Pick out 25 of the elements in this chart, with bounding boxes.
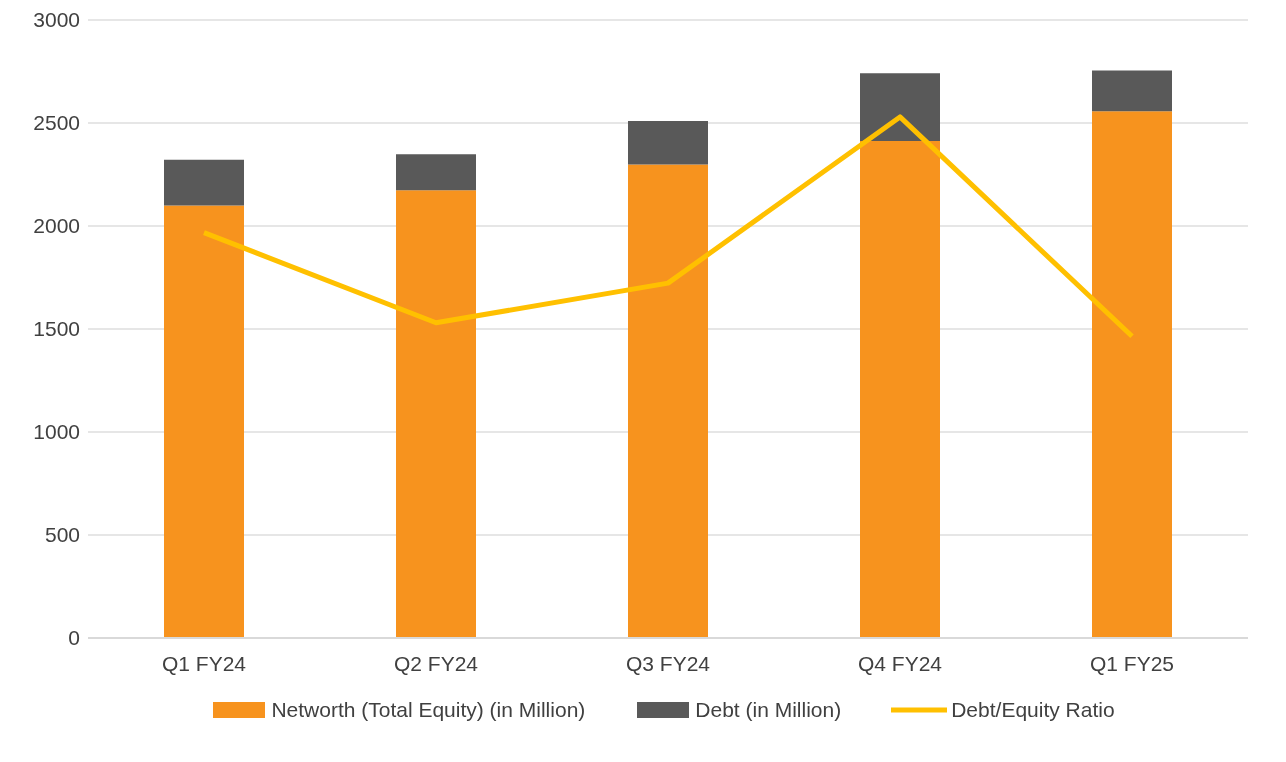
bar (860, 140, 940, 638)
x-tick-label: Q3 FY24 (625, 651, 711, 675)
y-tick-label: 2000 (33, 214, 80, 238)
bar (628, 164, 708, 638)
legend-label: Debt/Equity Ratio (951, 698, 1115, 722)
bar (164, 205, 244, 638)
x-tick-label: Q1 FY24 (161, 651, 247, 675)
bar (396, 154, 476, 191)
x-tick-label: Q1 FY25 (1089, 651, 1175, 675)
x-tick-label: Q4 FY24 (857, 651, 943, 675)
y-tick-label: 1000 (33, 420, 80, 444)
bar (164, 159, 244, 206)
legend-label: Debt (in Million) (695, 698, 842, 722)
bar (1092, 70, 1172, 112)
bar (860, 73, 940, 141)
bar (396, 190, 476, 638)
y-tick-label: 1500 (33, 317, 80, 341)
bar (628, 120, 708, 165)
y-tick-label: 2500 (33, 111, 80, 135)
legend-label: Networth (Total Equity) (in Million) (271, 698, 586, 722)
x-tick-label: Q2 FY24 (393, 651, 479, 675)
y-tick-label: 3000 (33, 8, 80, 32)
bar (1092, 111, 1172, 638)
y-tick-label: 0 (68, 626, 80, 650)
y-tick-label: 500 (44, 523, 80, 547)
